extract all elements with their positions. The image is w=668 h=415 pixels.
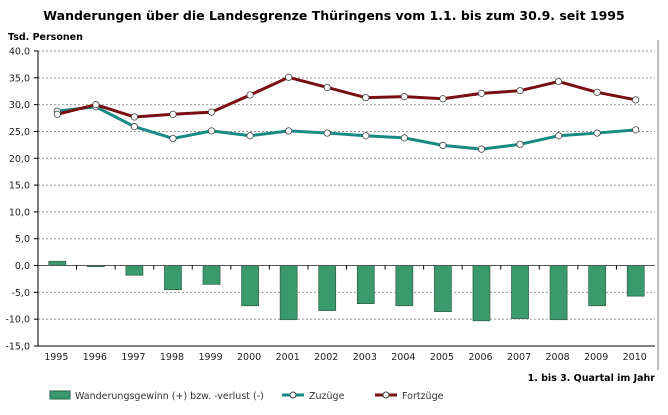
x-tick-label: 2004	[391, 352, 415, 363]
bar-1998	[164, 265, 182, 291]
point-zuzuege-2004	[400, 134, 408, 142]
bar-1999	[202, 265, 221, 285]
point-fortzuege-1995	[53, 110, 61, 118]
point-fortzuege-2007	[516, 87, 524, 95]
legend-marker-zuzuege	[289, 391, 297, 399]
point-fortzuege-2004	[400, 92, 408, 101]
legend-label-fortzuege: Fortzüge	[402, 391, 444, 402]
x-axis-label: 1. bis 3. Quartal im Jahr	[528, 373, 656, 384]
point-zuzuege-2002	[323, 129, 331, 137]
bar-2004	[395, 265, 414, 307]
point-fortzuege-1999	[207, 108, 216, 116]
point-fortzuege-2000	[246, 91, 254, 99]
x-tick-label: 2007	[507, 352, 531, 363]
point-fortzuege-1996	[92, 101, 100, 109]
bar-2007	[511, 265, 529, 319]
y-tick-label: -10,0	[5, 315, 30, 326]
x-tick-label: 2009	[584, 352, 608, 363]
x-tick-label: 2008	[546, 352, 570, 363]
point-zuzuege-2001	[285, 127, 293, 135]
point-zuzuege-2003	[362, 132, 370, 140]
bar-2006	[472, 265, 491, 322]
y-tick-label: 30,0	[9, 100, 30, 111]
bar-2009	[588, 265, 607, 307]
bar-2003	[356, 265, 375, 304]
x-tick-label: 2005	[430, 352, 454, 363]
y-tick-label: 40,0	[9, 47, 30, 58]
point-zuzuege-2009	[593, 129, 601, 137]
bar-2010	[626, 265, 645, 297]
point-fortzuege-1997	[130, 113, 139, 121]
point-zuzuege-1997	[130, 123, 139, 131]
y-tick-label: 25,0	[9, 127, 30, 138]
line-zuzuege	[57, 105, 636, 151]
x-tick-label: 1995	[44, 352, 68, 363]
y-tick-label: 15,0	[9, 181, 30, 192]
point-zuzuege-2007	[516, 140, 524, 148]
point-zuzuege-2008	[554, 132, 563, 140]
point-zuzuege-1998	[169, 134, 177, 143]
x-tick-label: 1997	[121, 352, 145, 363]
point-fortzuege-2009	[593, 88, 601, 96]
x-tick-label: 1996	[83, 352, 107, 363]
y-tick-label: 10,0	[9, 207, 30, 218]
x-tick-label: 2010	[623, 352, 647, 363]
line-fortzuege	[56, 75, 637, 119]
point-zuzuege-2005	[439, 141, 447, 149]
y-tick-label: 0,0	[15, 261, 30, 272]
point-zuzuege-2010	[632, 126, 640, 134]
y-tick-label: 20,0	[9, 154, 30, 165]
bar-2002	[318, 265, 337, 311]
legend-bar-swatch	[49, 390, 71, 400]
point-zuzuege-1999	[207, 127, 216, 135]
point-fortzuege-2002	[323, 83, 331, 92]
x-tick-label: 2002	[314, 352, 338, 363]
point-fortzuege-2001	[285, 73, 293, 81]
point-fortzuege-2010	[632, 96, 640, 104]
x-tick-label: 1998	[160, 352, 184, 363]
point-zuzuege-2000	[246, 132, 254, 140]
bar-2001	[279, 265, 298, 321]
y-tick-label: 5,0	[15, 234, 30, 245]
point-fortzuege-2005	[439, 95, 447, 103]
bar-2000	[241, 265, 259, 307]
x-tick-label: 2001	[276, 352, 300, 363]
point-fortzuege-2003	[362, 94, 370, 102]
x-tick-label: 2003	[353, 352, 377, 363]
bar-1997	[125, 265, 144, 276]
point-zuzuege-2006	[477, 145, 486, 153]
point-fortzuege-2006	[477, 89, 486, 97]
point-fortzuege-1998	[169, 110, 177, 118]
y-tick-label: 35,0	[9, 73, 30, 84]
legend-marker-fortzuege	[382, 391, 390, 399]
x-tick-label: 1999	[198, 352, 222, 363]
legend-label-gewinn: Wanderungsgewinn (+) bzw. -verlust (-)	[75, 391, 264, 402]
y-tick-label: -5,0	[11, 288, 30, 299]
y-tick-label: -15,0	[5, 342, 30, 353]
chart-title: Wanderungen über die Landesgrenze Thürin…	[43, 8, 624, 23]
x-tick-label: 2000	[237, 352, 261, 363]
legend: Wanderungsgewinn (+) bzw. -verlust (-) Z…	[49, 390, 444, 402]
y-axis-label: Tsd. Personen	[8, 32, 83, 43]
x-tick-label: 2006	[468, 352, 492, 363]
legend-label-zuzuege: Zuzüge	[309, 391, 345, 402]
bar-1995	[48, 260, 67, 266]
bar-2008	[549, 265, 568, 321]
bar-2005	[434, 265, 452, 313]
point-fortzuege-2008	[554, 77, 563, 86]
